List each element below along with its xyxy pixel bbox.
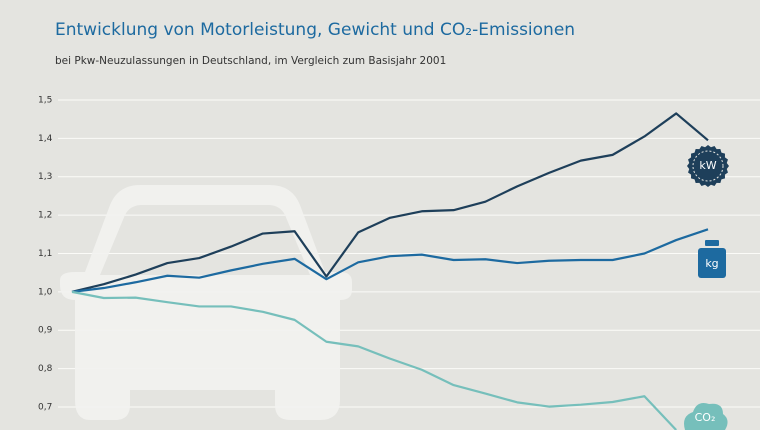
legend-label: CO₂ [695, 411, 716, 424]
y-tick-label: 1,3 [38, 172, 52, 182]
legend-label: kg [705, 257, 718, 270]
y-tick-label: 0,8 [38, 364, 53, 374]
y-tick-label: 1,2 [38, 211, 52, 221]
series-line [71, 290, 678, 430]
legend-ring [692, 150, 724, 182]
y-tick-label: 1,0 [38, 287, 53, 297]
plot [71, 112, 709, 430]
legend-label: kW [699, 159, 716, 172]
legend-swatch [705, 240, 719, 246]
y-tick-label: 1,4 [38, 134, 53, 144]
legend-icon: kg [698, 240, 726, 278]
y-tick-label: 0,7 [38, 402, 52, 412]
y-tick-label: 1,1 [38, 249, 52, 259]
legend-swatch [698, 248, 726, 278]
series-line [71, 112, 709, 293]
legend-icon: kW [687, 145, 729, 187]
legend-swatch [684, 403, 728, 430]
chart-subtitle: bei Pkw-Neuzulassungen in Deutschland, i… [55, 55, 446, 67]
y-tick-label: 0,9 [38, 326, 53, 336]
legend-icon: CO₂ [684, 403, 728, 430]
chart-title: Entwicklung von Motorleistung, Gewicht u… [55, 20, 575, 40]
car-silhouette [60, 185, 352, 420]
y-tick-label: 1,5 [38, 96, 52, 106]
series-line [71, 228, 709, 293]
